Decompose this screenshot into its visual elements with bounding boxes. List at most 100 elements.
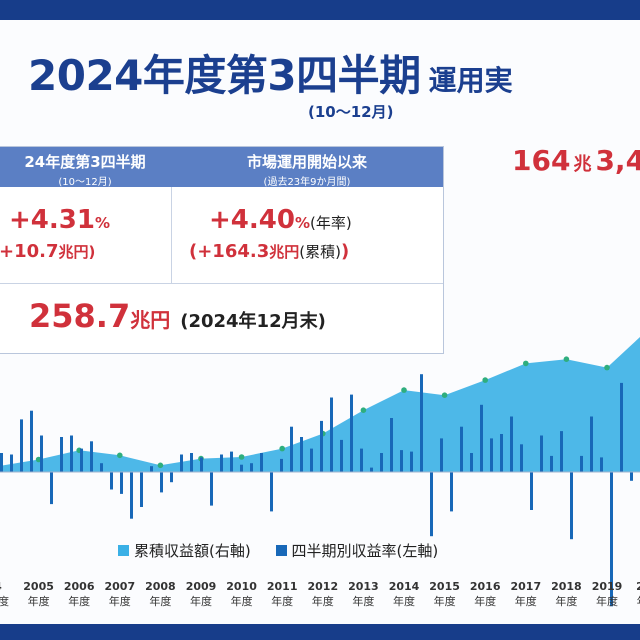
- return-bar: [200, 457, 203, 472]
- annual-return: +4.40%(年率): [209, 205, 352, 235]
- return-bar: [170, 472, 173, 483]
- x-tick-label: 2013: [348, 580, 379, 593]
- since-inception-sub: (過去23年9か月間): [263, 177, 351, 188]
- x-tick-label: 202: [636, 580, 640, 593]
- return-bar: [290, 426, 293, 472]
- return-bar: [380, 453, 383, 472]
- total-assets-unit: 兆円: [130, 308, 171, 332]
- return-bar: [460, 426, 463, 472]
- x-tick-sublabel: 年度: [393, 594, 415, 608]
- return-bar: [250, 463, 253, 472]
- return-bar: [30, 410, 33, 472]
- since-inception-title: 市場運用開始以来: [246, 153, 367, 171]
- return-bar: [10, 454, 13, 472]
- return-bar: [560, 431, 563, 472]
- annual-return-unit: %: [294, 214, 310, 232]
- area-marker: [279, 445, 286, 452]
- top-bar: [0, 0, 640, 20]
- x-tick-sublabel: 年度: [637, 594, 640, 608]
- row-divider: [0, 283, 443, 284]
- return-bar: [430, 472, 433, 537]
- return-bar: [540, 435, 543, 472]
- quarter-return-unit: %: [94, 214, 110, 232]
- return-bar: [220, 454, 223, 472]
- chart-legend: 累積収益額(右軸) 四半期別収益率(左軸): [118, 540, 458, 561]
- return-bar: [320, 420, 323, 472]
- area-marker: [604, 364, 610, 371]
- x-tick-sublabel: 年度: [312, 594, 334, 608]
- return-bar: [390, 418, 393, 472]
- return-bar: [160, 472, 163, 493]
- area-marker: [563, 356, 570, 362]
- cumulative-amount: (+164.3兆円(累積)): [189, 241, 349, 262]
- x-tick-sublabel: 年度: [515, 594, 537, 608]
- x-tick-label: 2010: [226, 580, 257, 593]
- total-assets-value: 258.7: [29, 297, 131, 335]
- annual-return-note: (年率): [309, 214, 352, 232]
- return-bar: [230, 451, 233, 472]
- return-bar: [20, 419, 23, 472]
- return-bar: [100, 463, 103, 472]
- legend-area-label: 累積収益額(右軸): [134, 542, 251, 560]
- return-bar: [240, 464, 243, 472]
- return-bar: [620, 382, 623, 472]
- area-marker: [360, 407, 367, 413]
- quarter-header: 24年度第3四半期 (10〜12月): [0, 147, 172, 188]
- return-bar: [370, 467, 373, 472]
- return-bar: [570, 472, 573, 540]
- x-tick-label: 2006: [64, 580, 95, 593]
- headline-unit1: 兆: [573, 154, 592, 175]
- return-bar: [550, 455, 553, 472]
- return-bar: [90, 441, 93, 472]
- return-bar: [260, 453, 263, 472]
- return-bar: [340, 439, 343, 472]
- quarter-return-value: +4.31: [9, 205, 95, 235]
- return-bar: [70, 435, 73, 472]
- return-bar: [300, 437, 303, 472]
- return-bar: [280, 458, 283, 472]
- total-assets: 258.7兆円 (2024年12月末): [29, 297, 326, 335]
- total-assets-date: (2024年12月末): [180, 311, 326, 332]
- x-tick-label: 2007: [104, 580, 135, 593]
- x-tick-sublabel: 年度: [149, 594, 171, 608]
- return-bar: [470, 453, 473, 472]
- area-marker: [401, 387, 407, 393]
- return-bar: [420, 374, 423, 472]
- legend-bars-swatch: [275, 545, 287, 556]
- return-bar: [600, 457, 603, 472]
- x-tick-sublabel: 年度: [68, 594, 90, 608]
- return-bar: [60, 437, 63, 472]
- quarter-amount-unit: 兆円): [58, 243, 96, 261]
- return-bar: [210, 472, 213, 506]
- x-tick-sublabel: 年度: [271, 594, 293, 608]
- title-main: 2024年度第3四半期: [28, 51, 421, 100]
- x-tick-label: 2012: [307, 580, 338, 593]
- headline-num1: 164: [512, 144, 571, 177]
- return-bar: [520, 444, 523, 472]
- legend-bars-label: 四半期別収益率(左軸): [291, 542, 439, 560]
- x-tick-label: 4: [0, 580, 2, 593]
- x-tick-sublabel: 年度: [352, 594, 374, 608]
- x-tick-sublabel: 年度: [596, 594, 618, 608]
- return-bar: [480, 404, 483, 472]
- headline-total: 164 兆 3,4: [512, 144, 640, 177]
- return-bar: [580, 455, 583, 472]
- return-bar: [110, 472, 113, 490]
- summary-box: 24年度第3四半期 (10〜12月) 市場運用開始以来 (過去23年9か月間) …: [0, 146, 444, 354]
- x-tick-sublabel: 年度: [555, 594, 577, 608]
- return-bar: [360, 448, 363, 472]
- return-bar: [180, 454, 183, 472]
- return-bar: [350, 394, 353, 472]
- return-bar: [80, 448, 83, 472]
- since-inception-header: 市場運用開始以来 (過去23年9か月間): [171, 147, 443, 188]
- page-title: 2024年度第3四半期 運用実: [28, 42, 513, 103]
- return-bar: [440, 438, 443, 472]
- return-bar: [400, 450, 403, 472]
- x-tick-label: 2019: [592, 580, 623, 593]
- x-tick-label: 2015: [429, 580, 460, 593]
- cumulative-amount-unit: 兆円: [269, 243, 300, 261]
- x-tick-label: 2018: [551, 580, 582, 593]
- area-marker: [482, 377, 489, 383]
- x-tick-label: 2005: [23, 580, 54, 593]
- area-marker: [238, 454, 245, 460]
